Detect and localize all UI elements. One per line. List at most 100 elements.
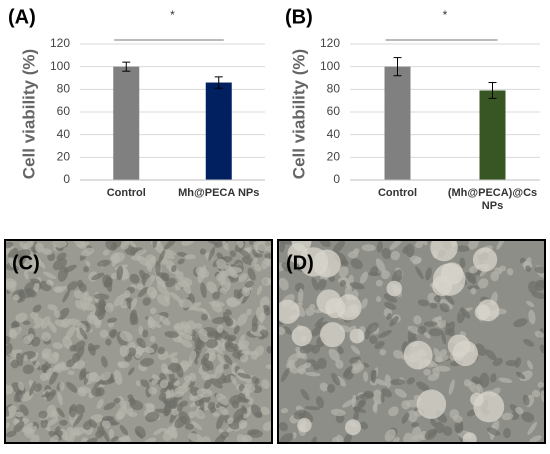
cell — [204, 241, 219, 246]
cell — [342, 365, 354, 378]
cell — [100, 356, 108, 368]
cell — [119, 331, 133, 342]
panel-label: (D) — [286, 252, 314, 274]
chart-title: (A) — [8, 6, 36, 28]
cell — [181, 339, 193, 348]
cell — [69, 344, 77, 352]
cell — [22, 364, 35, 375]
cell — [417, 299, 430, 307]
cell — [32, 304, 42, 313]
cell-clump — [279, 299, 300, 324]
error-bar — [122, 61, 131, 72]
cell — [310, 436, 317, 442]
cell — [176, 402, 184, 412]
cell — [526, 300, 535, 307]
cell — [66, 359, 75, 368]
cell — [106, 317, 118, 323]
cell — [266, 245, 271, 252]
y-tick-label: 80 — [57, 82, 71, 96]
cell — [528, 309, 536, 325]
error-bar — [488, 82, 497, 99]
cell — [194, 409, 206, 419]
panel-label: (C) — [12, 252, 40, 274]
cell — [136, 347, 144, 356]
cell — [136, 337, 147, 349]
cell — [194, 323, 203, 329]
cell — [6, 430, 17, 438]
cell — [199, 248, 206, 255]
cell — [389, 241, 402, 250]
cell — [144, 274, 156, 289]
cell — [401, 412, 410, 424]
cell — [163, 400, 171, 417]
cell — [146, 286, 158, 298]
cell — [85, 372, 101, 382]
cell — [81, 302, 96, 311]
cell — [139, 357, 154, 367]
cell — [8, 328, 17, 339]
cell — [79, 327, 88, 340]
cell-clump — [403, 340, 433, 370]
cell — [521, 411, 535, 423]
cell — [126, 297, 132, 310]
cell — [412, 257, 422, 265]
cell-clump — [474, 304, 491, 321]
cell — [295, 347, 307, 360]
cell — [52, 342, 64, 350]
cell — [76, 241, 90, 248]
cell-clump — [312, 249, 341, 278]
cell — [175, 271, 184, 280]
cell — [501, 412, 514, 421]
cell — [444, 293, 455, 305]
cell — [30, 352, 39, 363]
cell — [25, 288, 37, 298]
y-tick-label: 100 — [320, 59, 340, 73]
cell — [119, 345, 130, 357]
cell — [411, 426, 422, 441]
significance-marker: * — [170, 8, 175, 22]
cell — [135, 430, 144, 439]
cell — [29, 381, 36, 396]
cell — [94, 293, 110, 300]
cell — [332, 241, 345, 254]
cell — [390, 378, 406, 386]
cell-clump — [473, 391, 505, 423]
cell — [110, 436, 119, 442]
cell — [415, 241, 424, 249]
cell — [29, 434, 40, 442]
cell — [403, 432, 413, 442]
cell — [216, 414, 225, 430]
cell — [217, 353, 226, 366]
cell — [181, 241, 195, 246]
cell — [417, 325, 427, 335]
cell — [498, 377, 513, 384]
cell — [235, 340, 250, 351]
cell — [177, 258, 185, 265]
cell — [149, 335, 156, 343]
cell — [129, 273, 140, 284]
cell — [116, 265, 124, 281]
cell — [110, 242, 117, 251]
cell — [425, 267, 432, 281]
cell — [110, 272, 118, 280]
cell — [157, 346, 166, 355]
cell — [123, 290, 131, 299]
cell — [23, 270, 29, 280]
cell — [74, 360, 86, 369]
cell — [496, 241, 505, 250]
cell — [209, 378, 223, 389]
cell — [241, 405, 248, 415]
cell — [279, 433, 294, 442]
cell — [85, 260, 91, 267]
chart-title: (B) — [285, 6, 313, 28]
cell — [98, 299, 106, 305]
cell — [353, 248, 360, 255]
cell — [33, 324, 41, 329]
cell — [200, 436, 211, 442]
cell — [113, 294, 126, 307]
cell — [65, 381, 78, 393]
cell — [7, 248, 19, 259]
cell — [261, 379, 270, 389]
cell — [165, 277, 176, 288]
cell — [69, 404, 77, 418]
